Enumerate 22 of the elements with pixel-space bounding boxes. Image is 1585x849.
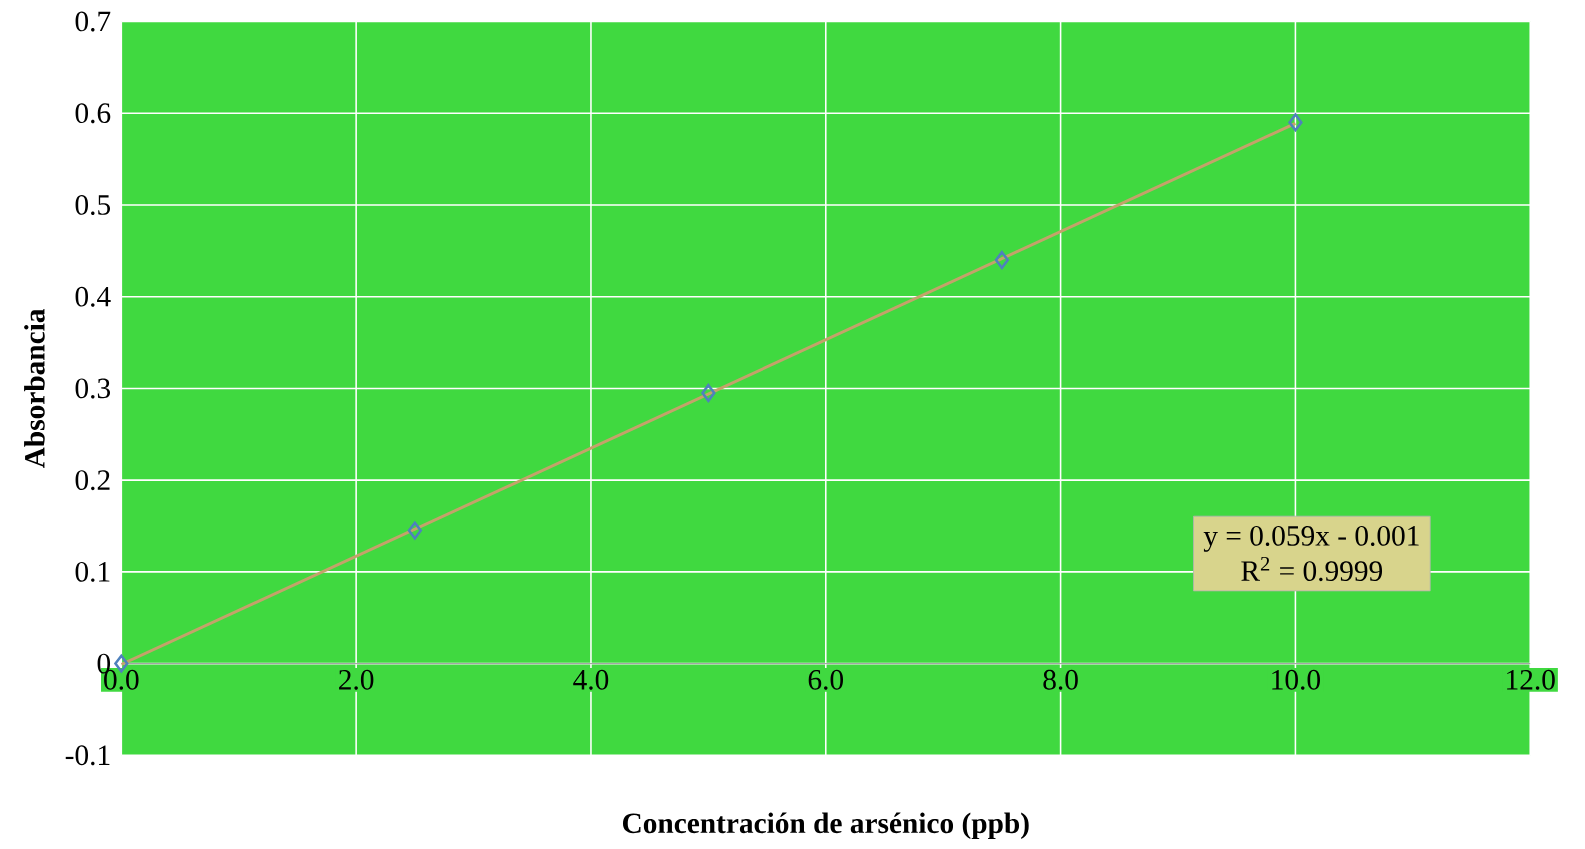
x-tick-label: 2.0 [339, 669, 374, 690]
y-tick-label: 0.1 [75, 561, 110, 582]
x-tick-label: 12.0 [1507, 669, 1555, 690]
point [994, 250, 1010, 269]
x-tick-label: 10.0 [1272, 669, 1320, 690]
annotation: R$^{2}$ = 0.9999 [1241, 556, 1383, 581]
y-tick-label: 0.7 [75, 11, 111, 32]
point [1288, 113, 1303, 132]
annotation: y = 0.059x - 0.001 [1203, 525, 1419, 552]
point [701, 383, 716, 402]
y-tick-label: -0.1 [65, 745, 110, 766]
x-tick-label: 4.0 [573, 669, 609, 690]
y-tick-label: 0.5 [75, 194, 111, 215]
x-axis-title: Concentración de arsénico (ppb) [622, 812, 1029, 839]
y-axis-title: Absorbancia [24, 308, 45, 468]
y-tick-label: 0.2 [75, 470, 110, 491]
y-tick-label: 0.6 [75, 103, 111, 124]
x-tick-label: 8.0 [1043, 669, 1078, 690]
y-tick-label: 0.3 [75, 378, 111, 399]
point [407, 521, 422, 540]
y-tick-label: 0.4 [75, 286, 111, 307]
x-tick-label: 6.0 [808, 669, 844, 690]
